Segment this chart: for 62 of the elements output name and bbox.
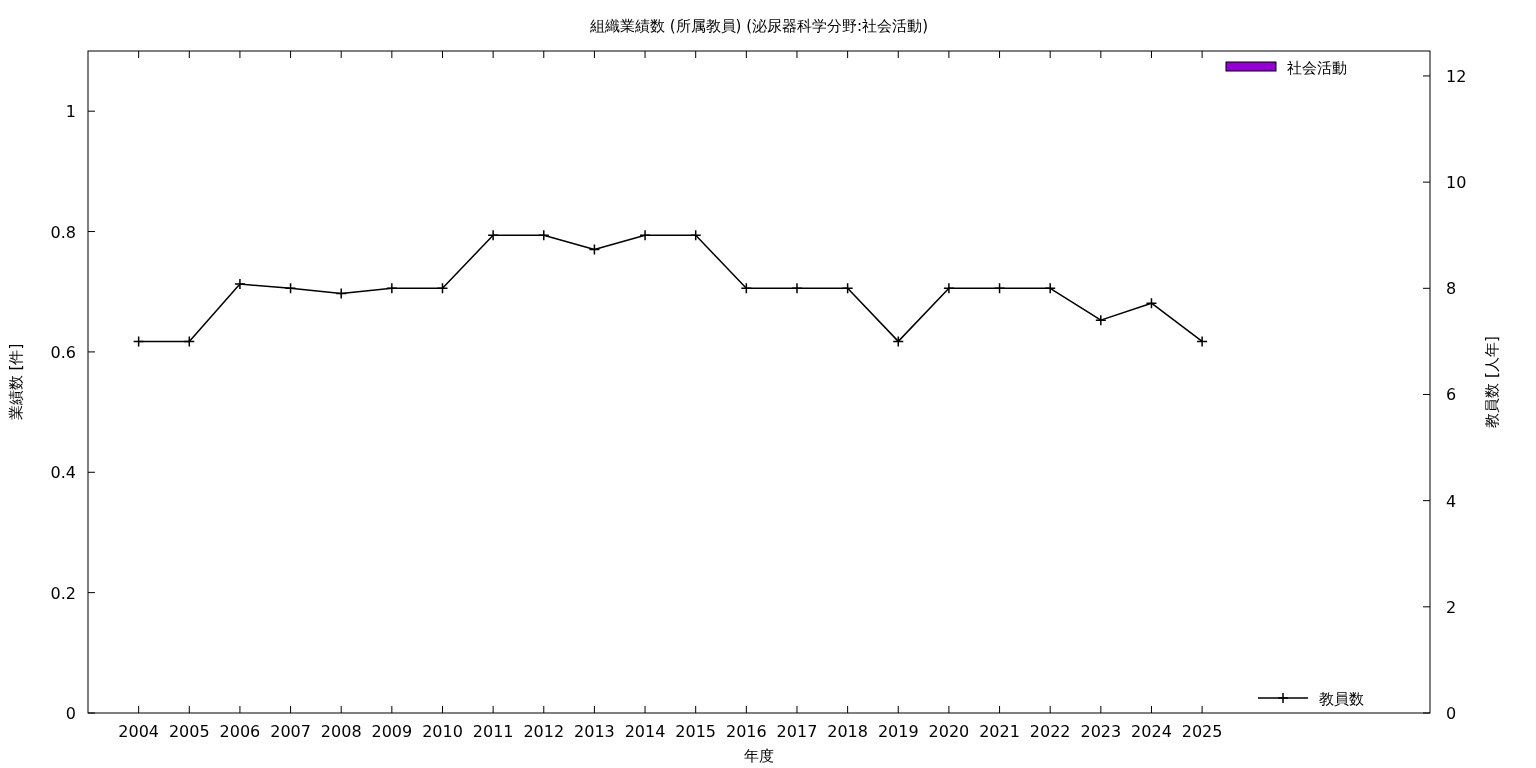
x-tick-label: 2016 — [725, 722, 767, 741]
legend-label: 社会活動 — [1287, 59, 1347, 77]
point — [386, 282, 398, 295]
point — [284, 282, 297, 295]
x-axis-title: 年度 — [744, 747, 774, 765]
y-tick-label: 0.6 — [50, 342, 76, 362]
x-tick-label: 2015 — [675, 722, 717, 741]
x-tick-label: 2019 — [877, 722, 919, 741]
point — [1196, 335, 1208, 348]
point — [132, 335, 145, 348]
x-tick-label: 2011 — [472, 722, 514, 741]
point — [943, 282, 955, 295]
point — [892, 335, 905, 348]
y-tick-label: 0.4 — [50, 463, 76, 483]
point — [487, 229, 499, 241]
y2-tick-label: 4 — [1446, 491, 1457, 511]
point — [1044, 282, 1056, 295]
y2-axis-title: 教員数 [人年] — [1483, 336, 1501, 428]
x-tick-label: 2007 — [270, 722, 311, 741]
y2-tick-label: 8 — [1446, 279, 1457, 299]
y2-tick-label: 0 — [1446, 704, 1457, 723]
y-tick-label: 0 — [65, 704, 76, 723]
y2-tick-label: 6 — [1446, 385, 1457, 405]
point — [740, 282, 753, 295]
y-tick-label: 0.2 — [50, 583, 76, 603]
y2-tick-label: 2 — [1446, 597, 1457, 617]
y2-tick-label: 10 — [1446, 173, 1467, 193]
x-tick-label: 2009 — [371, 722, 413, 741]
x-tick-label: 2006 — [219, 722, 261, 741]
x-tick-label: 2004 — [118, 722, 159, 741]
point — [1145, 297, 1158, 309]
x-tick-label: 2005 — [168, 722, 210, 741]
x-tick-label: 2022 — [1029, 722, 1071, 741]
x-tick-label: 2018 — [827, 722, 868, 741]
point — [588, 243, 601, 256]
point — [183, 335, 196, 348]
x-tick-label: 2021 — [979, 722, 1020, 741]
chart-title: 組織業績数 (所属教員) (泌尿器科学分野:社会活動) — [589, 17, 928, 35]
x-tick-label: 2017 — [776, 722, 818, 741]
point — [993, 282, 1006, 295]
point — [234, 278, 246, 290]
y-tick-label: 1 — [65, 102, 76, 122]
x-tick-label: 2023 — [1080, 722, 1122, 741]
point — [841, 282, 854, 295]
x-tick-label: 2008 — [320, 722, 362, 741]
point — [1095, 314, 1107, 326]
x-tick-label: 2012 — [523, 722, 565, 741]
point — [689, 229, 702, 241]
point — [538, 229, 550, 241]
y-tick-label: 0.8 — [50, 222, 76, 242]
point — [335, 287, 347, 300]
legend-label: 教員数 — [1319, 690, 1364, 708]
point — [639, 229, 651, 241]
x-tick-label: 2025 — [1181, 722, 1223, 741]
y-axis-title: 業績数 [件] — [7, 343, 25, 421]
y2-tick-label: 12 — [1446, 66, 1467, 86]
x-tick-label: 2014 — [624, 722, 666, 741]
x-tick-label: 2010 — [422, 722, 463, 741]
x-tick-label: 2024 — [1131, 722, 1172, 741]
x-tick-label: 2020 — [928, 722, 970, 741]
x-tick-label: 2013 — [574, 722, 615, 741]
point — [436, 282, 449, 295]
